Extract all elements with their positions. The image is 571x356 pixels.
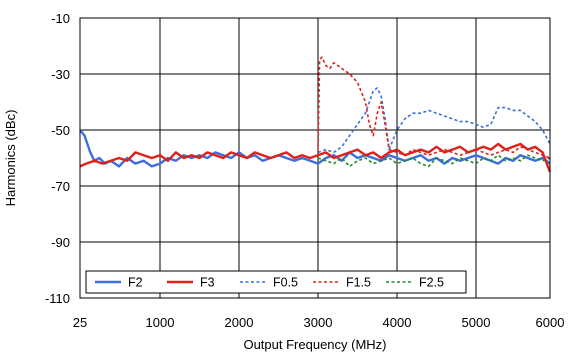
x-tick-label: 6000 bbox=[536, 315, 565, 330]
series-line-F1-5 bbox=[317, 56, 551, 159]
x-tick-label: 1000 bbox=[146, 315, 175, 330]
x-axis-label: Output Frequency (MHz) bbox=[243, 337, 386, 352]
series-line-F2-5 bbox=[317, 154, 551, 168]
legend-label-F3: F3 bbox=[200, 276, 215, 290]
y-axis-label: Harmonics (dBc) bbox=[3, 110, 18, 207]
legend: F2 F3 F0.5 F1.5 F2.5 bbox=[85, 270, 467, 294]
plot-lines bbox=[79, 56, 552, 173]
x-tick-label: 5000 bbox=[462, 315, 491, 330]
y-tick-label: -90 bbox=[51, 235, 70, 250]
series-line-F2 bbox=[79, 129, 551, 168]
legend-label-F1-5: F1.5 bbox=[346, 276, 371, 290]
x-tick-label: 2000 bbox=[225, 315, 254, 330]
legend-box bbox=[85, 270, 467, 294]
y-tick-label: -50 bbox=[51, 123, 70, 138]
plot-frame bbox=[79, 17, 551, 299]
x-tick-labels: 25 1000 2000 3000 4000 5000 6000 bbox=[73, 315, 565, 330]
y-tick-label: -70 bbox=[51, 179, 70, 194]
series-line-F0-5 bbox=[317, 87, 551, 154]
y-tick-label: -30 bbox=[51, 67, 70, 82]
x-tick-label: 4000 bbox=[383, 315, 412, 330]
y-tick-label: -10 bbox=[51, 11, 70, 26]
legend-label-F2: F2 bbox=[128, 276, 143, 290]
series-line-F3 bbox=[79, 142, 552, 173]
legend-label-F0-5: F0.5 bbox=[273, 276, 298, 290]
legend-label-F2-5: F2.5 bbox=[419, 276, 444, 290]
x-tick-label: 25 bbox=[73, 315, 87, 330]
y-tick-labels: -10 -30 -50 -70 -90 -110 bbox=[45, 11, 70, 306]
y-tick-label: -110 bbox=[45, 291, 70, 306]
x-tick-label: 3000 bbox=[304, 315, 333, 330]
